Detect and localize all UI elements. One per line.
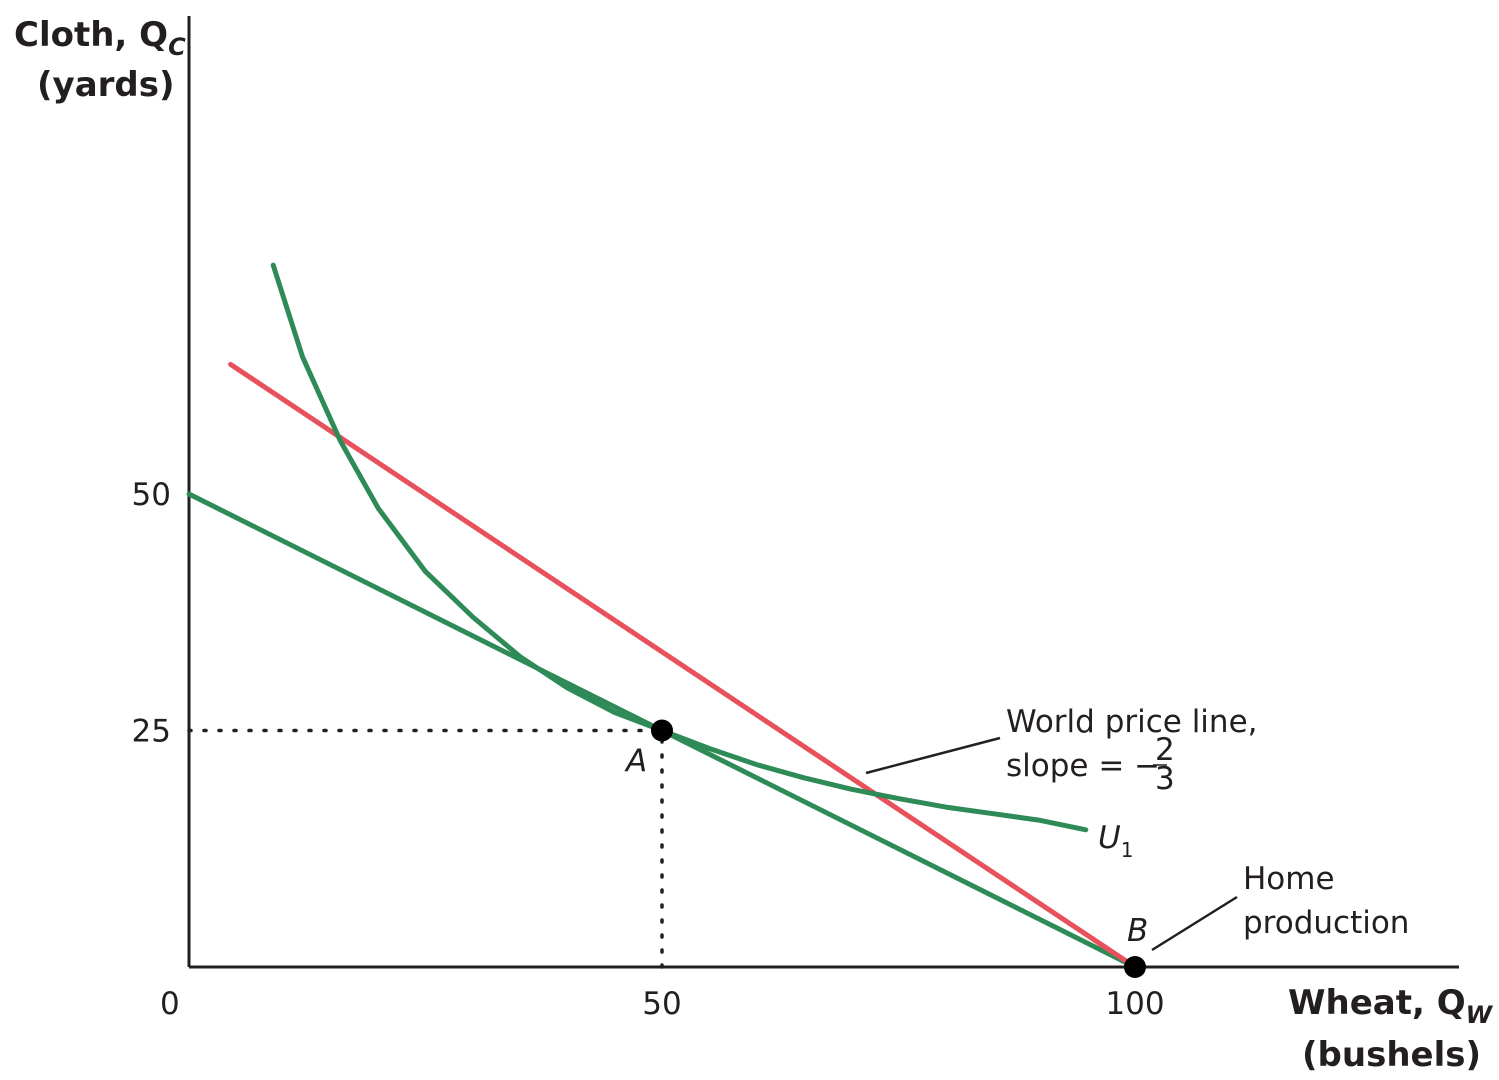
y-tick-label: 25: [132, 714, 171, 750]
home-production-label-line1: Home: [1243, 861, 1335, 897]
y-axis-units: (yards): [37, 65, 175, 105]
slope-numerator: 2: [1155, 732, 1175, 768]
point-b: [1124, 956, 1146, 978]
world-price-label-line2: slope = −: [1006, 748, 1160, 784]
x-axis-units: (bushels): [1302, 1035, 1481, 1075]
u1-label: U1: [1098, 820, 1133, 862]
world-price-line: [228, 361, 1138, 970]
indifference-curve-u1: [270, 262, 1089, 833]
point-label-a: A: [624, 744, 647, 780]
world-price-label-line1: World price line,: [1006, 704, 1258, 740]
home-production-leader-line: [1151, 895, 1238, 952]
x-tick-label: 100: [1105, 986, 1164, 1022]
y-tick-label: 50: [132, 477, 171, 513]
origin-label: 0: [160, 986, 180, 1022]
point-label-b: B: [1127, 913, 1148, 949]
slope-denominator: 3: [1155, 761, 1175, 797]
world-price-leader-line: [865, 736, 1001, 775]
point-a: [651, 719, 673, 742]
y-axis-title: Cloth, QC: [14, 15, 186, 61]
x-tick-label: 50: [642, 986, 681, 1022]
x-axis-title: Wheat, QW: [1288, 983, 1494, 1029]
home-production-label-line2: production: [1243, 905, 1409, 941]
